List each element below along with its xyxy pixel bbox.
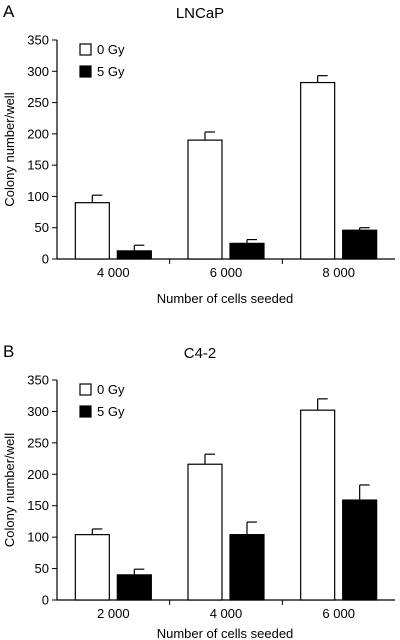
y-tick-label: 200 xyxy=(27,467,49,482)
y-tick-label: 250 xyxy=(27,435,49,450)
x-tick-label: 2 000 xyxy=(97,606,130,621)
bar-0gy xyxy=(74,202,110,260)
y-tick-label: 350 xyxy=(27,373,49,388)
bar-0gy xyxy=(300,81,336,260)
bar-0gy xyxy=(300,409,336,601)
y-tick-label: 0 xyxy=(42,593,49,608)
bar-5gy xyxy=(116,574,152,601)
legend-swatch xyxy=(79,405,92,418)
chart-title: C4-2 xyxy=(184,345,217,362)
legend-label: 0 Gy xyxy=(97,42,125,57)
x-tick-label: 4 000 xyxy=(210,606,243,621)
bar-0gy xyxy=(187,139,223,260)
y-tick-label: 100 xyxy=(27,189,49,204)
bar-5gy xyxy=(342,229,378,260)
legend-swatch xyxy=(79,65,92,78)
y-tick-label: 50 xyxy=(35,220,49,235)
y-tick-label: 150 xyxy=(27,158,49,173)
legend-label: 5 Gy xyxy=(97,64,125,79)
y-tick-label: 50 xyxy=(35,561,49,576)
y-axis-label: Colony number/well xyxy=(2,433,17,547)
y-tick-label: 100 xyxy=(27,530,49,545)
y-tick-label: 150 xyxy=(27,498,49,513)
x-tick-label: 8 000 xyxy=(322,265,355,280)
panel-label: B xyxy=(3,342,14,361)
y-tick-label: 200 xyxy=(27,126,49,141)
bar-5gy xyxy=(229,534,265,601)
bar-0gy xyxy=(74,534,110,601)
y-tick-label: 300 xyxy=(27,404,49,419)
chart-title: LNCaP xyxy=(176,5,224,22)
x-tick-label: 6 000 xyxy=(210,265,243,280)
legend-swatch xyxy=(79,383,92,396)
y-tick-label: 0 xyxy=(42,252,49,267)
bar-5gy xyxy=(116,250,152,260)
y-tick-label: 250 xyxy=(27,95,49,110)
x-axis-label: Number of cells seeded xyxy=(157,291,294,306)
y-tick-label: 300 xyxy=(27,64,49,79)
legend-label: 5 Gy xyxy=(97,404,125,419)
legend-label: 0 Gy xyxy=(97,382,125,397)
y-axis-label: Colony number/well xyxy=(2,92,17,206)
chart-panel-a: A LNCaP 0 50 100 150 200 250 300 350 Colony number… xyxy=(2,2,395,306)
y-tick-label: 350 xyxy=(27,33,49,48)
bar-5gy xyxy=(229,242,265,260)
x-axis-label: Number of cells seeded xyxy=(157,626,294,640)
bar-0gy xyxy=(187,463,223,601)
legend-swatch xyxy=(79,43,92,56)
panel-label: A xyxy=(3,2,15,21)
x-tick-label: 6 000 xyxy=(322,606,355,621)
chart-panel-b: B C4-2 0 50 100 150 200 250 300 350 Colony number/… xyxy=(2,342,395,640)
x-tick-label: 4 000 xyxy=(97,265,130,280)
bar-5gy xyxy=(342,499,378,601)
